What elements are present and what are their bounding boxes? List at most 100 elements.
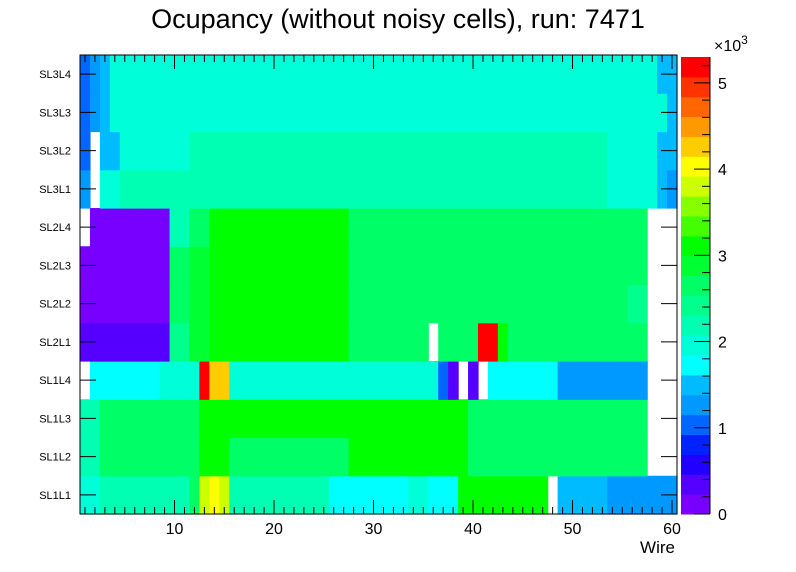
heatmap-cell [199, 169, 210, 209]
heatmap-cell [328, 284, 340, 324]
colorbar-segment [681, 275, 710, 296]
heatmap-cell [388, 322, 399, 362]
colorbar-segment [681, 295, 710, 316]
heatmap-cell [229, 93, 240, 133]
heatmap-cell [318, 361, 330, 400]
heatmap-cell [149, 475, 161, 515]
heatmap-cell [597, 246, 608, 286]
heatmap-cell [378, 284, 390, 324]
heatmap-cell [597, 322, 608, 362]
heatmap-cell [199, 246, 210, 286]
heatmap-cell [517, 475, 529, 515]
heatmap-cell [567, 399, 579, 439]
row-label: SL3L4 [39, 69, 71, 81]
heatmap-cell [587, 284, 598, 324]
heatmap-cell [288, 55, 300, 94]
heatmap-cell [99, 246, 111, 286]
heatmap-cell [328, 131, 340, 171]
heatmap-cell [637, 131, 648, 171]
heatmap-cell [468, 322, 479, 362]
heatmap-cell [288, 169, 300, 209]
heatmap-cell [537, 361, 549, 400]
heatmap-cell [418, 93, 429, 133]
heatmap-cell [597, 93, 608, 133]
heatmap-cell [269, 284, 280, 324]
heatmap-cell [507, 131, 519, 171]
heatmap-cell [179, 437, 191, 477]
heatmap-cell [239, 169, 250, 209]
heatmap-cell [99, 208, 111, 247]
heatmap-cell [109, 361, 121, 400]
heatmap-cell [478, 322, 489, 362]
heatmap-cell [567, 93, 579, 133]
heatmap-cell [368, 246, 380, 286]
heatmap-cell [259, 437, 270, 477]
heatmap-cell [338, 322, 350, 362]
heatmap-cell [468, 437, 479, 477]
heatmap-cell [139, 246, 151, 286]
heatmap-cell [517, 169, 529, 209]
heatmap-cell [627, 322, 638, 362]
heatmap-cell [577, 55, 589, 94]
heatmap-cell [487, 475, 499, 515]
heatmap-cell [119, 208, 131, 247]
x-tick-label: 30 [365, 521, 383, 538]
heatmap-cell [149, 93, 161, 133]
heatmap-cell [259, 322, 270, 362]
heatmap-cell [338, 131, 350, 171]
heatmap-cell [637, 284, 648, 324]
heatmap-cell [527, 399, 539, 439]
heatmap-cell [637, 169, 648, 209]
heatmap-cell [109, 284, 121, 324]
heatmap-cell [627, 361, 638, 400]
heatmap-cell [557, 475, 569, 515]
heatmap-cell [587, 246, 598, 286]
heatmap-cell [99, 361, 111, 400]
heatmap-cell [458, 475, 469, 515]
heatmap-cell [189, 322, 200, 362]
heatmap-cell [617, 475, 628, 515]
heatmap-cell [418, 169, 429, 209]
color-bar: 0 1 2 3 4 5 ×103 [681, 33, 748, 524]
heatmap-cell [398, 361, 409, 400]
heatmap-cell [438, 55, 449, 94]
heatmap-cell [388, 475, 399, 515]
heatmap-cell [507, 208, 519, 247]
heatmap-cell [368, 55, 380, 94]
colorbar-segment [681, 335, 710, 356]
heatmap-cell [328, 208, 340, 247]
heatmap-cell [139, 55, 151, 94]
heatmap-cell [537, 284, 549, 324]
heatmap-cell [517, 284, 529, 324]
heatmap-cell [318, 437, 330, 477]
heatmap-cell [458, 93, 469, 133]
heatmap-cell [109, 131, 121, 171]
heatmap-cell [159, 284, 171, 324]
colorbar-tick-label: 5 [718, 76, 727, 93]
heatmap-cell [388, 93, 399, 133]
heatmap-cell [517, 322, 529, 362]
heatmap-cell [239, 399, 250, 439]
heatmap-cell [129, 284, 141, 324]
heatmap-cell [627, 93, 638, 133]
heatmap-cell [298, 361, 310, 400]
heatmap-cell [179, 361, 191, 400]
heatmap-cell [99, 399, 111, 439]
heatmap-cell [557, 169, 569, 209]
heatmap-cell [139, 208, 151, 247]
heatmap-cell [497, 208, 509, 247]
heatmap-cell [328, 169, 340, 209]
heatmap-cell [189, 437, 200, 477]
heatmap-cell [557, 361, 569, 400]
heatmap-cell [129, 246, 141, 286]
heatmap-cell [229, 55, 240, 94]
row-label: SL3L3 [39, 107, 71, 119]
heatmap-cell [199, 131, 210, 171]
heatmap-cell [249, 55, 260, 94]
colorbar-segment [681, 96, 710, 118]
heatmap-cell [358, 131, 370, 171]
heatmap-cell [159, 475, 171, 515]
heatmap-cell [298, 475, 310, 515]
heatmap-cell [448, 361, 459, 400]
heatmap-cell [487, 322, 499, 362]
